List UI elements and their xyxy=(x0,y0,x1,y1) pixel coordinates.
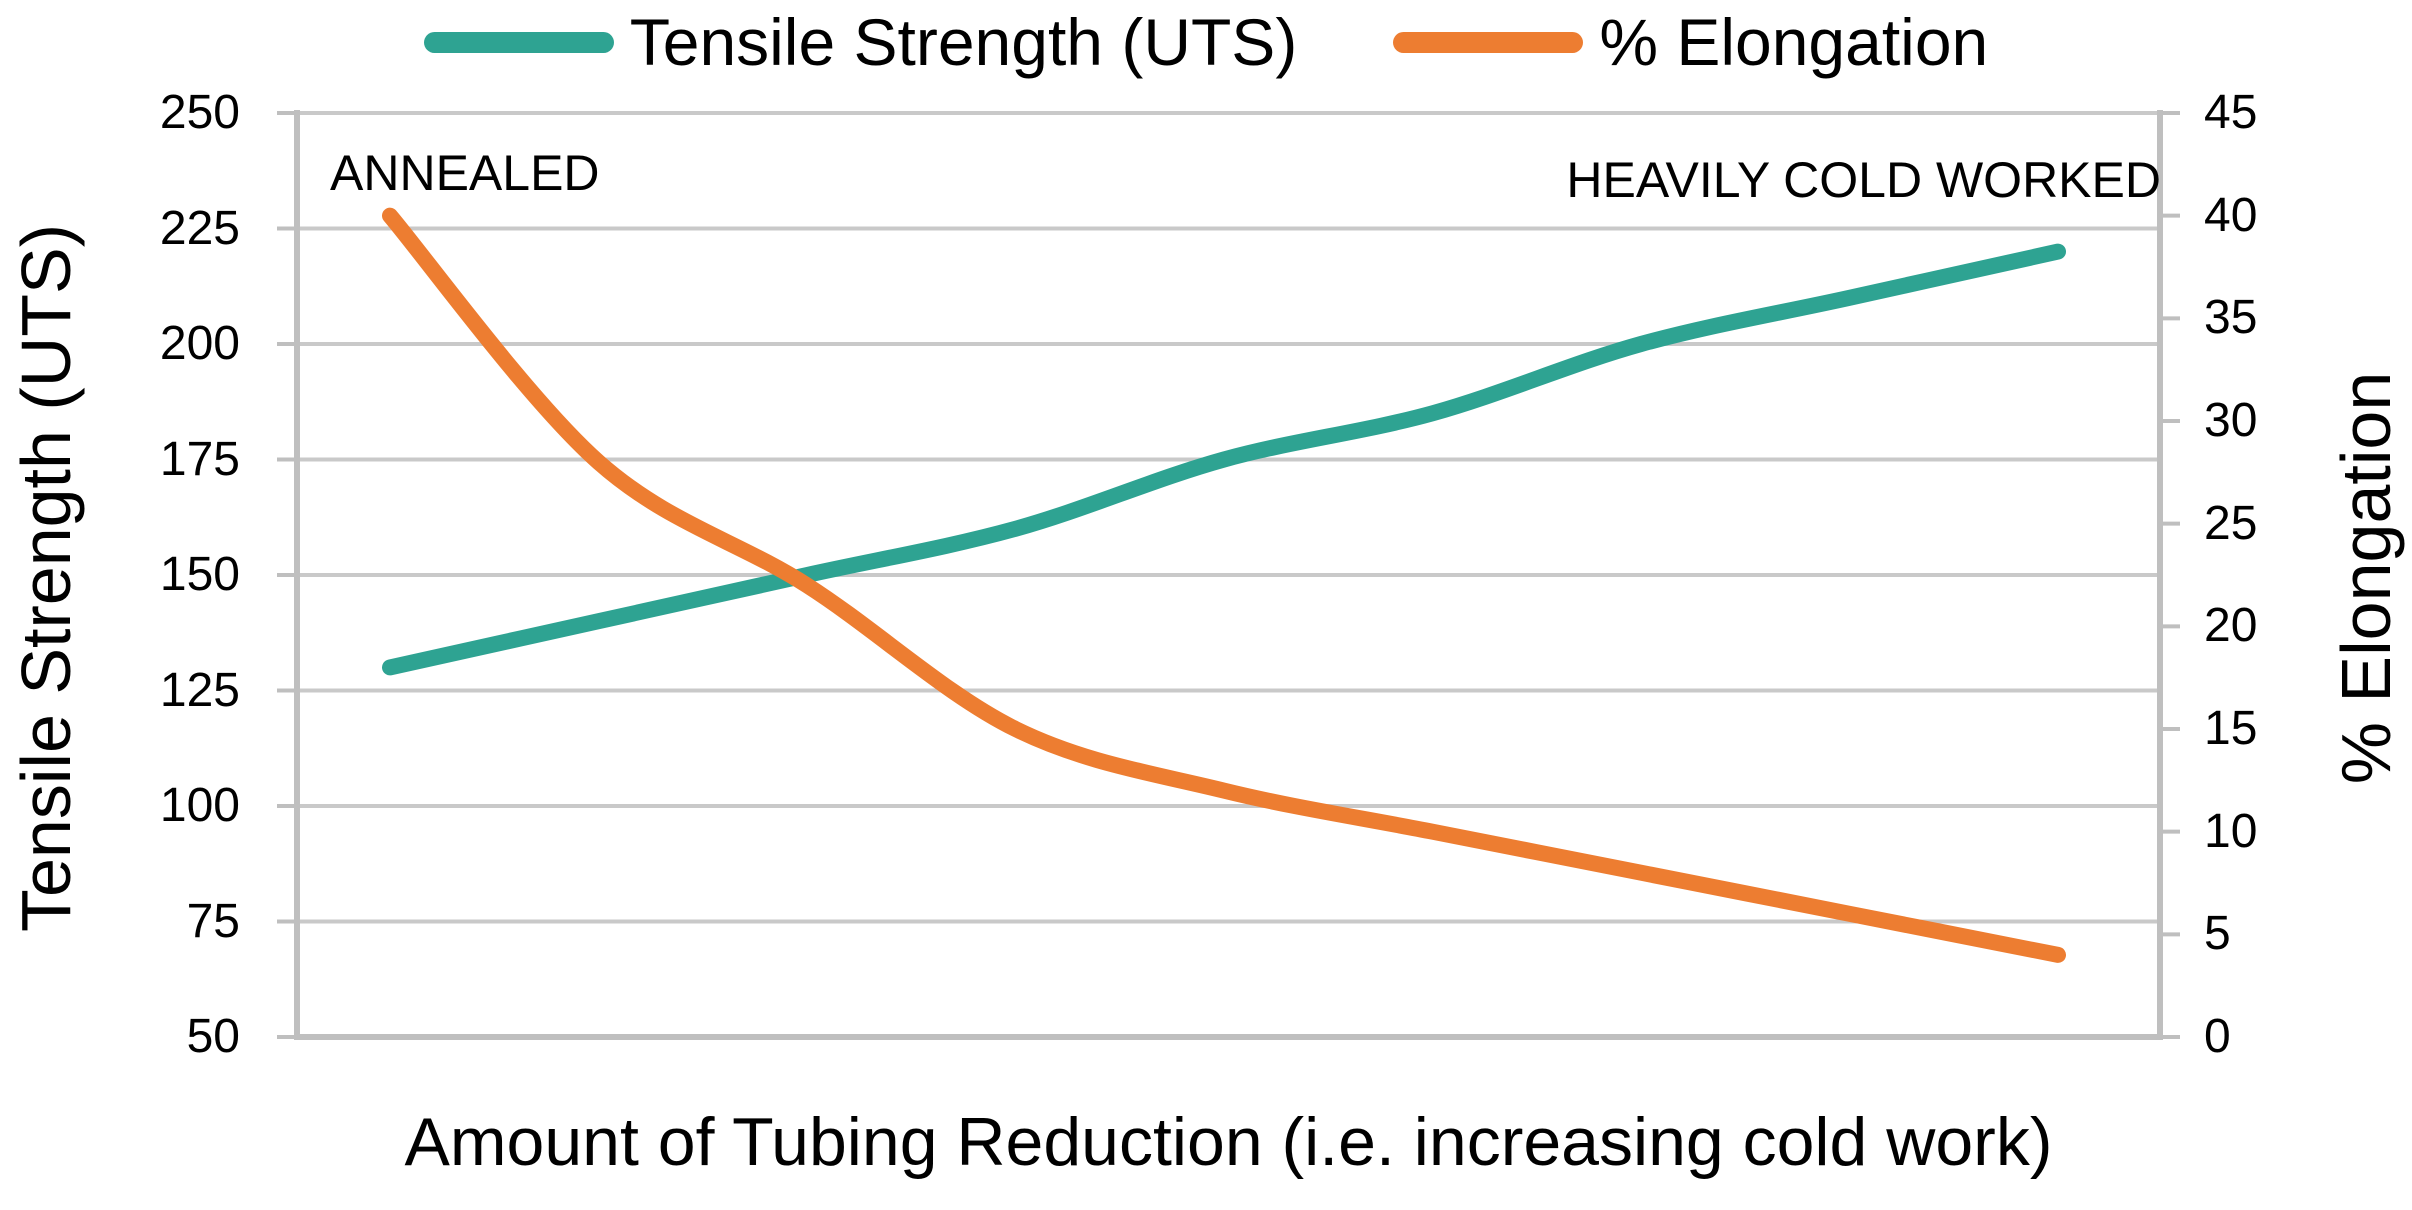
gridlines xyxy=(297,111,2160,924)
legend-label-elongation: % Elongation xyxy=(1599,5,1989,79)
right-axis-tick-label: 10 xyxy=(2204,804,2258,858)
series-line-tensile xyxy=(382,243,2066,676)
left-axis-tick-labels: 250 225 200 175 150 125 100 75 50 xyxy=(0,0,240,1210)
right-axis-tick-label: 25 xyxy=(2204,496,2258,550)
legend-label-tensile: Tensile Strength (UTS) xyxy=(629,5,1298,79)
left-axis-tick-label: 225 xyxy=(159,201,240,255)
right-axis-tick-label: 40 xyxy=(2204,188,2258,242)
right-axis-tick-labels: 45 40 35 30 25 20 15 10 5 0 xyxy=(2204,0,2404,1210)
annotation-heavily-cold-worked: HEAVILY COLD WORKED xyxy=(1566,152,2161,208)
right-axis-tick-label: 0 xyxy=(2204,1010,2231,1063)
axis-lines xyxy=(294,110,2163,1040)
annotation-annealed: ANNEALED xyxy=(330,145,600,201)
chart-legend: Tensile Strength (UTS) % Elongation xyxy=(0,0,2412,84)
right-axis-tick-label: 15 xyxy=(2204,702,2258,755)
left-axis-tick-label: 100 xyxy=(159,779,240,832)
series-line-elongation xyxy=(382,207,2066,963)
legend-item-tensile: Tensile Strength (UTS) xyxy=(423,5,1298,79)
left-axis-tick-label: 125 xyxy=(159,663,240,717)
left-axis-tick-label: 150 xyxy=(159,548,240,601)
legend-item-elongation: % Elongation xyxy=(1393,9,1988,75)
right-axis-tick-label: 35 xyxy=(2204,291,2258,345)
x-axis-title: Amount of Tubing Reduction (i.e. increas… xyxy=(404,1104,2053,1180)
legend-marker-elongation-icon xyxy=(1393,31,1584,53)
series-lines xyxy=(382,207,2066,963)
left-axis-tick-label: 50 xyxy=(186,1010,240,1063)
left-axis-tick-label: 250 xyxy=(159,86,240,139)
left-axis-tick-label: 175 xyxy=(159,432,240,486)
legend-marker-tensile-icon xyxy=(423,31,614,53)
right-axis-tick-label: 20 xyxy=(2204,599,2258,653)
right-axis-tick-label: 30 xyxy=(2204,394,2258,447)
right-axis-tick-label: 45 xyxy=(2204,86,2258,139)
left-axis-tick-label: 200 xyxy=(159,317,240,370)
right-axis-tick-label: 5 xyxy=(2204,907,2231,961)
left-axis-tick-label: 75 xyxy=(186,894,240,948)
